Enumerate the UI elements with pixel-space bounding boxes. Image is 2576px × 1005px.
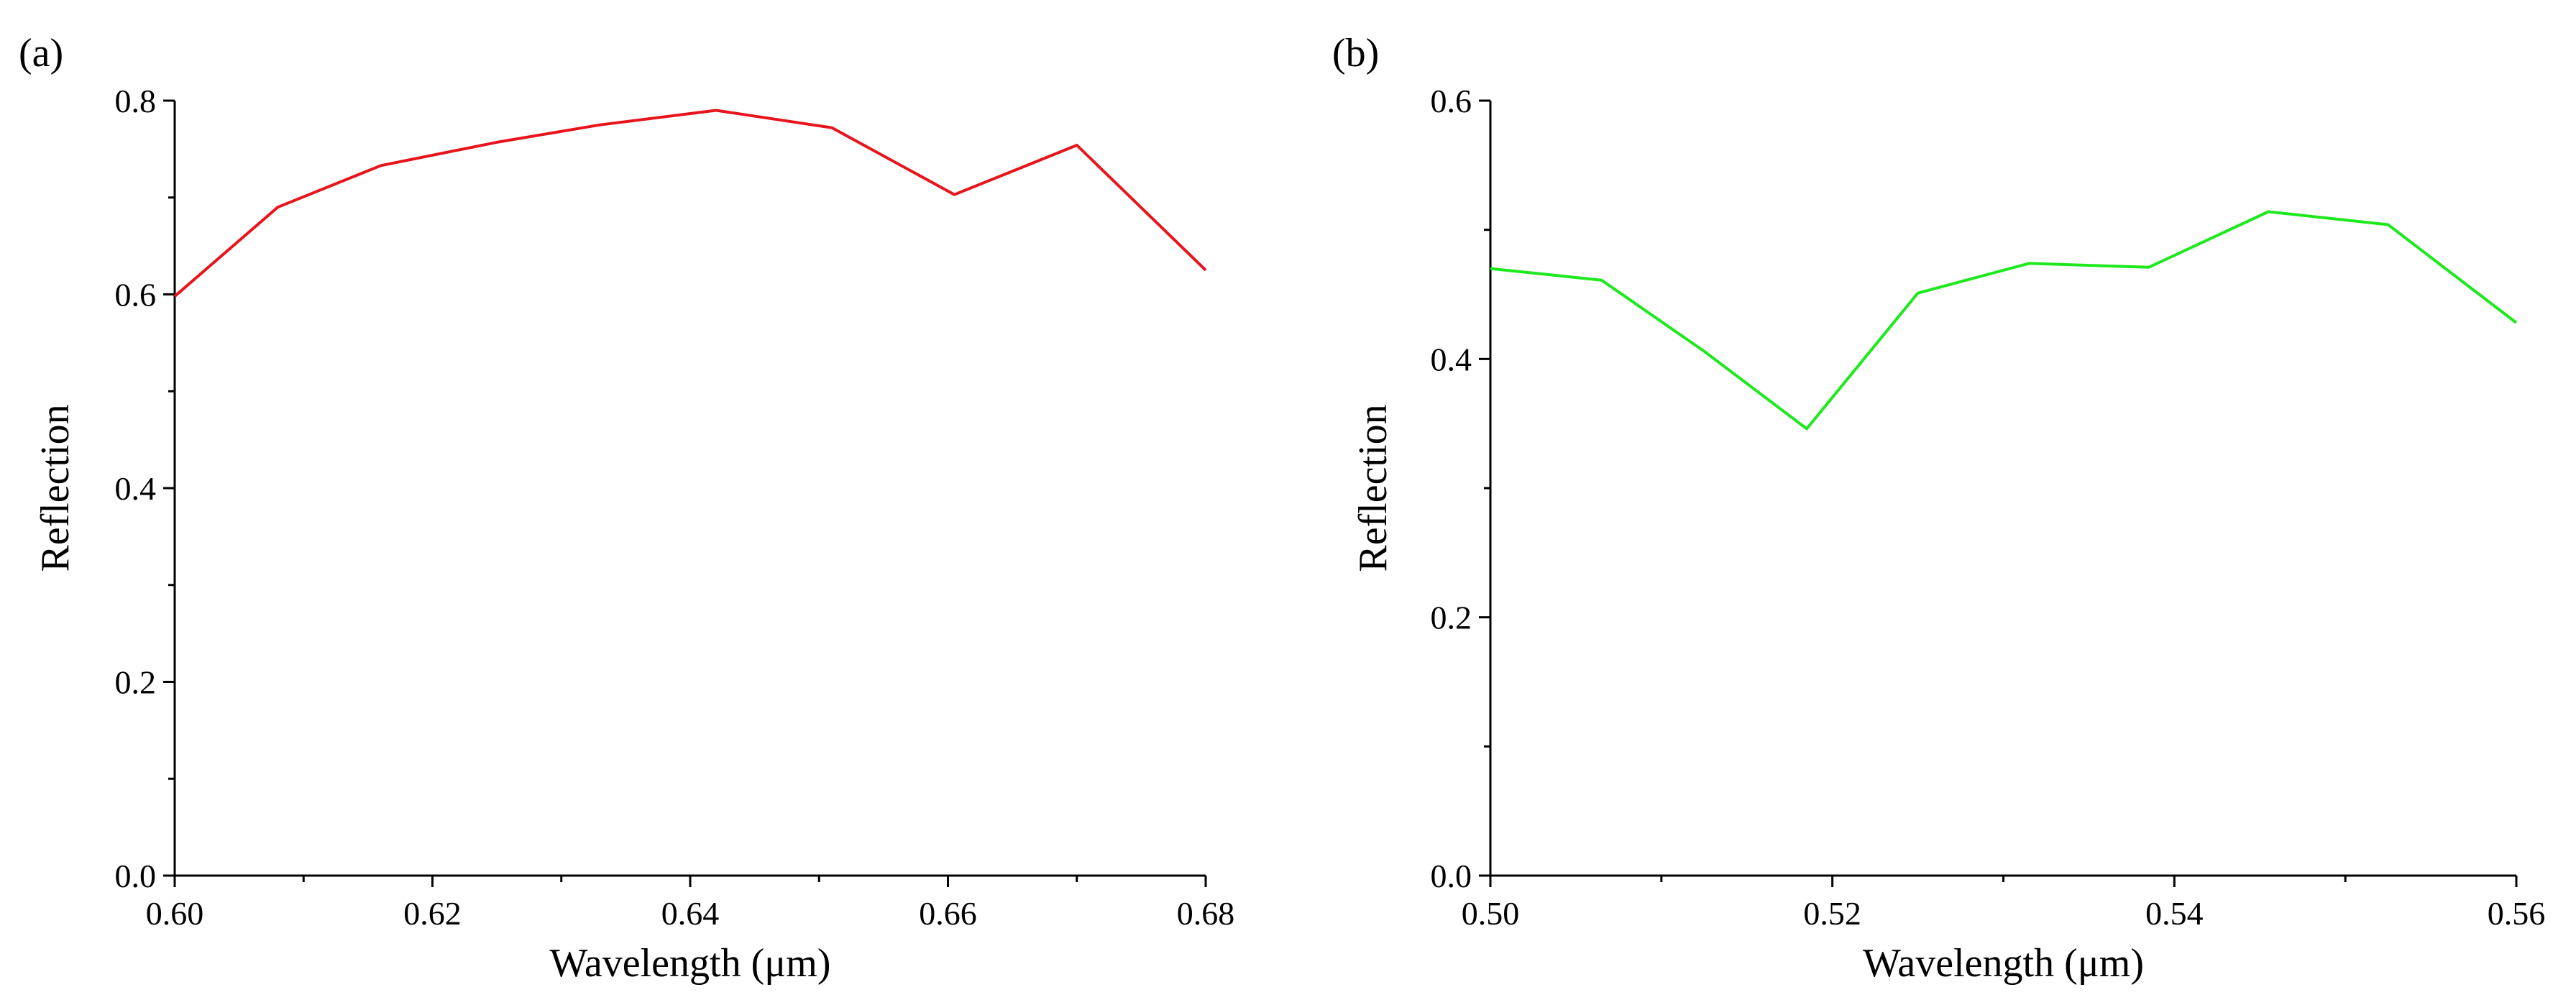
chart-panel-a: 0.60 0.62 0.64 0.66 0.68 0.0 0.2 0.4 0.6 0.8 Wavel…	[19, 31, 1234, 986]
x-axis-label: Wavelength (μm)	[550, 941, 831, 986]
y-tick-label: 0.2	[1431, 600, 1472, 636]
y-tick-label: 0.6	[115, 277, 157, 313]
x-axis-label: Wavelength (μm)	[1863, 941, 2144, 986]
x-tick-label: 0.56	[2488, 895, 2546, 932]
x-tick-label: 0.68	[1177, 895, 1235, 932]
x-tick-label: 0.52	[1803, 895, 1861, 932]
y-tick-label: 0.2	[115, 664, 157, 701]
panel-label: (b)	[1332, 31, 1379, 75]
y-tick-label: 0.6	[1431, 83, 1472, 119]
y-tick-label: 0.8	[115, 83, 157, 119]
x-tick-label: 0.64	[661, 895, 720, 932]
y-tick-label: 0.4	[115, 470, 157, 507]
x-tick-label: 0.66	[919, 895, 977, 932]
y-tick-label: 0.0	[1431, 858, 1472, 894]
y-axis-label: Reflection	[1351, 404, 1395, 572]
y-axis-label: Reflection	[33, 404, 78, 572]
x-tick-label: 0.54	[2145, 895, 2204, 932]
x-tick-label: 0.60	[146, 895, 204, 932]
y-tick-label: 0.4	[1431, 341, 1472, 377]
x-tick-label: 0.62	[403, 895, 462, 932]
panel-label: (a)	[19, 31, 63, 75]
chart-panel-b: 0.50 0.52 0.54 0.56 0.0 0.2 0.4 0.6 Wavelength (…	[1332, 31, 2545, 986]
series-line-reflection	[173, 109, 1207, 298]
x-tick-label: 0.50	[1462, 895, 1520, 932]
series-line-reflection	[1490, 210, 2518, 431]
y-tick-label: 0.0	[115, 858, 157, 894]
